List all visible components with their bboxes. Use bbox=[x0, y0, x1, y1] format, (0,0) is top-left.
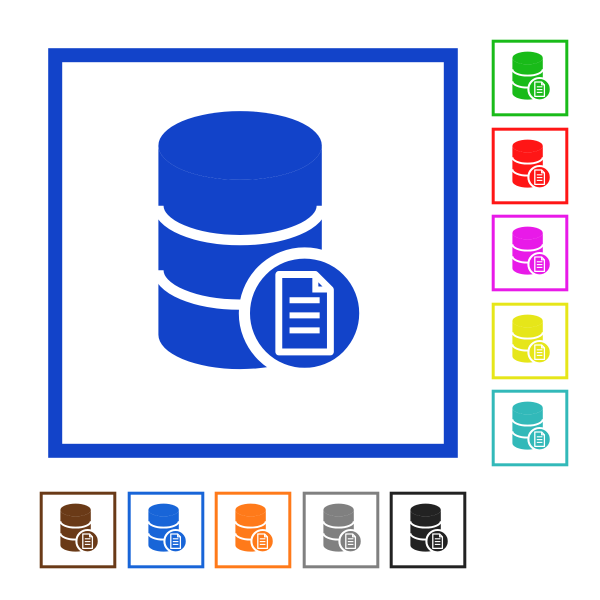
large-database-properties-icon bbox=[38, 38, 468, 468]
database-properties-icon bbox=[213, 490, 293, 570]
small-database-properties-icon bbox=[490, 38, 570, 118]
small-database-properties-icon bbox=[38, 490, 118, 570]
database-properties-icon bbox=[490, 388, 570, 468]
database-properties-icon bbox=[38, 38, 468, 468]
database-properties-icon bbox=[38, 490, 118, 570]
small-database-properties-icon bbox=[490, 213, 570, 293]
small-database-properties-icon bbox=[213, 490, 293, 570]
database-properties-icon bbox=[126, 490, 206, 570]
database-properties-icon bbox=[301, 490, 381, 570]
database-properties-icon bbox=[490, 126, 570, 206]
small-database-properties-icon bbox=[490, 126, 570, 206]
small-database-properties-icon bbox=[388, 490, 468, 570]
small-database-properties-icon bbox=[490, 388, 570, 468]
database-properties-icon bbox=[490, 301, 570, 381]
small-database-properties-icon bbox=[490, 301, 570, 381]
small-database-properties-icon bbox=[126, 490, 206, 570]
database-properties-icon bbox=[490, 213, 570, 293]
database-properties-icon bbox=[388, 490, 468, 570]
icon-grid bbox=[0, 0, 600, 600]
database-properties-icon bbox=[490, 38, 570, 118]
small-database-properties-icon bbox=[301, 490, 381, 570]
